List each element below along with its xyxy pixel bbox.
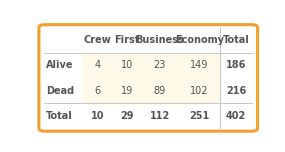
Text: Total: Total <box>223 35 250 45</box>
Text: 10: 10 <box>121 60 133 70</box>
Text: 89: 89 <box>154 86 166 95</box>
Text: 29: 29 <box>120 111 134 121</box>
Text: 10: 10 <box>91 111 104 121</box>
Bar <box>82 53 220 78</box>
Text: 6: 6 <box>95 86 101 95</box>
Text: 251: 251 <box>190 111 210 121</box>
Text: 402: 402 <box>226 111 246 121</box>
Text: 19: 19 <box>121 86 133 95</box>
Bar <box>82 78 220 103</box>
Text: 186: 186 <box>226 60 247 70</box>
Text: 112: 112 <box>150 111 170 121</box>
Text: Dead: Dead <box>46 86 74 95</box>
Text: Economy: Economy <box>175 35 224 45</box>
Text: Total: Total <box>46 111 73 121</box>
Text: 102: 102 <box>190 86 209 95</box>
Text: Business: Business <box>135 35 184 45</box>
Text: Crew: Crew <box>84 35 111 45</box>
Text: 23: 23 <box>154 60 166 70</box>
Text: First: First <box>114 35 140 45</box>
Text: 216: 216 <box>226 86 246 95</box>
Text: Alive: Alive <box>46 60 74 70</box>
Text: 4: 4 <box>95 60 101 70</box>
Text: 149: 149 <box>190 60 209 70</box>
